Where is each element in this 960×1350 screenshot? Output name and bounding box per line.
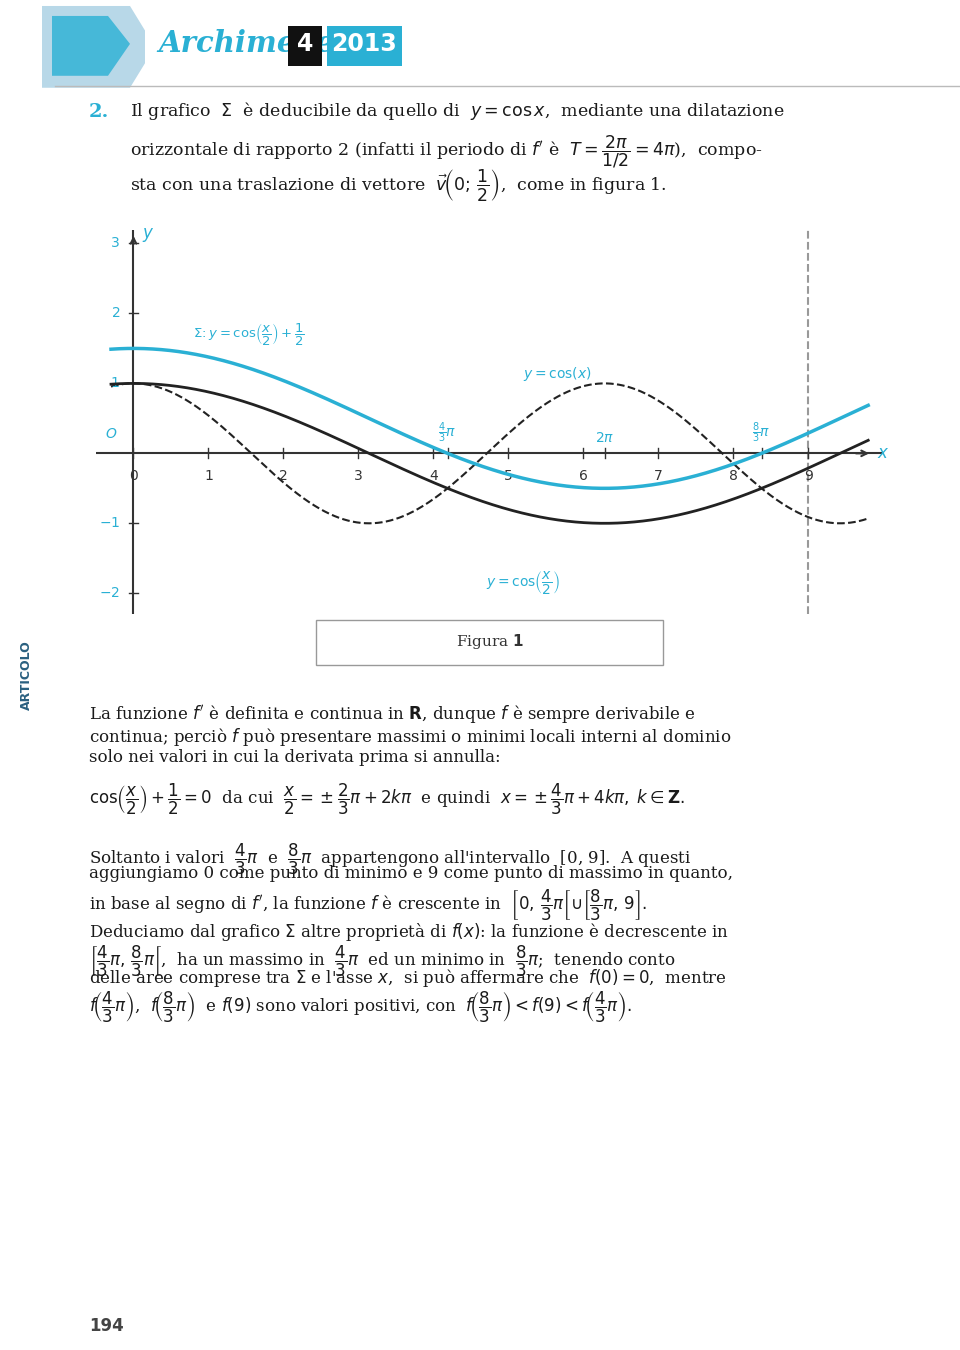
FancyBboxPatch shape bbox=[288, 26, 322, 66]
Text: in base al segno di $f^{\prime}$, la funzione $f$ è crescente in  $\left[0,\, \d: in base al segno di $f^{\prime}$, la fun… bbox=[88, 888, 647, 923]
Text: 0: 0 bbox=[129, 468, 138, 483]
Text: solo nei valori in cui la derivata prima si annulla:: solo nei valori in cui la derivata prima… bbox=[88, 749, 500, 765]
Text: $\left[\dfrac{4}{3}\pi,\, \dfrac{8}{3}\pi\right[$,  ha un massimo in  $\dfrac{4}: $\left[\dfrac{4}{3}\pi,\, \dfrac{8}{3}\p… bbox=[88, 944, 675, 979]
Text: 2: 2 bbox=[279, 468, 288, 483]
Text: $\frac{4}{3}\pi$: $\frac{4}{3}\pi$ bbox=[439, 421, 457, 446]
Text: 5: 5 bbox=[504, 468, 513, 483]
Text: 2.: 2. bbox=[88, 103, 109, 120]
Text: $\cos\!\left(\dfrac{x}{2}\right) + \dfrac{1}{2} = 0$  da cui  $\dfrac{x}{2} = \p: $\cos\!\left(\dfrac{x}{2}\right) + \dfra… bbox=[88, 782, 684, 817]
Text: $2$: $2$ bbox=[110, 306, 120, 320]
Text: 4: 4 bbox=[297, 32, 313, 55]
FancyBboxPatch shape bbox=[145, 0, 960, 88]
Polygon shape bbox=[52, 16, 130, 76]
Text: $3$: $3$ bbox=[110, 236, 120, 251]
Text: Il grafico  $\Sigma$  è deducibile da quello di  $y = \cos x$,  mediante una dil: Il grafico $\Sigma$ è deducibile da quel… bbox=[131, 100, 784, 122]
Text: 4: 4 bbox=[429, 468, 438, 483]
Text: $y = \cos(x)$: $y = \cos(x)$ bbox=[523, 366, 592, 383]
Text: 6: 6 bbox=[579, 468, 588, 483]
Text: continua; perciò $f$ può presentare massimi o minimi locali interni al dominio: continua; perciò $f$ può presentare mass… bbox=[88, 726, 732, 748]
Text: 8: 8 bbox=[729, 468, 737, 483]
Text: $y = \cos\!\left(\dfrac{x}{2}\right)$: $y = \cos\!\left(\dfrac{x}{2}\right)$ bbox=[486, 568, 560, 595]
FancyBboxPatch shape bbox=[327, 26, 402, 66]
Text: $1$: $1$ bbox=[110, 377, 120, 390]
Text: $2\pi$: $2\pi$ bbox=[595, 431, 614, 446]
FancyBboxPatch shape bbox=[317, 620, 662, 666]
Text: 2013: 2013 bbox=[331, 32, 396, 55]
Text: 1: 1 bbox=[204, 468, 213, 483]
Text: $\frac{8}{3}\pi$: $\frac{8}{3}\pi$ bbox=[753, 421, 771, 446]
Text: 194: 194 bbox=[88, 1318, 124, 1335]
Text: 9: 9 bbox=[804, 468, 813, 483]
Text: $\Sigma\!: y = \cos\!\left(\dfrac{x}{2}\right)+\dfrac{1}{2}$: $\Sigma\!: y = \cos\!\left(\dfrac{x}{2}\… bbox=[194, 323, 305, 348]
Text: orizzontale di rapporto 2 (infatti il periodo di $f^{\prime}$ è  $T = \dfrac{2\p: orizzontale di rapporto 2 (infatti il pe… bbox=[131, 134, 763, 170]
Text: 3: 3 bbox=[354, 468, 363, 483]
Text: $-2$: $-2$ bbox=[99, 586, 120, 601]
Text: Deduciamo dal grafico $\Sigma$ altre proprietà di $f(x)$: la funzione è decresce: Deduciamo dal grafico $\Sigma$ altre pro… bbox=[88, 921, 729, 944]
Text: aggiungiamo 0 come punto di minimo e 9 come punto di massimo in quanto,: aggiungiamo 0 come punto di minimo e 9 c… bbox=[88, 865, 732, 882]
Text: $x$: $x$ bbox=[877, 446, 890, 462]
Text: ARTICOLO: ARTICOLO bbox=[20, 640, 33, 710]
Text: Soltanto i valori  $\dfrac{4}{3}\pi$  e  $\dfrac{8}{3}\pi$  appartengono all'int: Soltanto i valori $\dfrac{4}{3}\pi$ e $\… bbox=[88, 842, 691, 878]
Polygon shape bbox=[42, 5, 155, 88]
Text: $f\!\left(\dfrac{4}{3}\pi\right)$,  $f\!\left(\dfrac{8}{3}\pi\right)$  e $f(9)$ : $f\!\left(\dfrac{4}{3}\pi\right)$, $f\!\… bbox=[88, 990, 632, 1025]
Text: Archimede: Archimede bbox=[158, 30, 334, 58]
Text: sta con una traslazione di vettore  $\vec{v}\!\left(0;\, \dfrac{1}{2}\right)$,  : sta con una traslazione di vettore $\vec… bbox=[131, 167, 667, 204]
Text: 7: 7 bbox=[654, 468, 662, 483]
Text: $O$: $O$ bbox=[105, 427, 117, 440]
Text: $-1$: $-1$ bbox=[99, 516, 120, 531]
Text: La funzione $f^{\prime}$ è definita e continua in $\mathbf{R}$, dunque $f$ è sem: La funzione $f^{\prime}$ è definita e co… bbox=[88, 703, 695, 726]
Text: $y$: $y$ bbox=[142, 225, 155, 244]
Text: Figura $\mathbf{1}$: Figura $\mathbf{1}$ bbox=[456, 632, 523, 651]
Text: delle aree comprese tra $\Sigma$ e l'asse $x$,  si può affermare che  $f(0) = 0$: delle aree comprese tra $\Sigma$ e l'ass… bbox=[88, 967, 727, 990]
